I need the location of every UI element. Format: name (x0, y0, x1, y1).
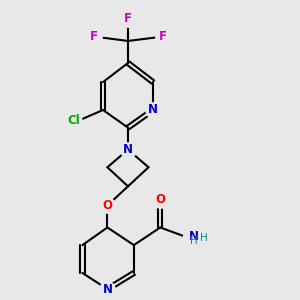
Text: N: N (189, 230, 199, 243)
Text: Cl: Cl (67, 114, 80, 128)
Text: N: N (123, 143, 133, 156)
Text: F: F (90, 30, 98, 43)
Text: O: O (102, 199, 112, 212)
Text: F: F (124, 12, 132, 26)
Text: N: N (102, 283, 112, 296)
Text: N: N (148, 103, 158, 116)
Text: F: F (159, 30, 167, 43)
Text: H: H (190, 236, 198, 246)
Text: O: O (155, 193, 165, 206)
Text: H: H (200, 233, 208, 243)
